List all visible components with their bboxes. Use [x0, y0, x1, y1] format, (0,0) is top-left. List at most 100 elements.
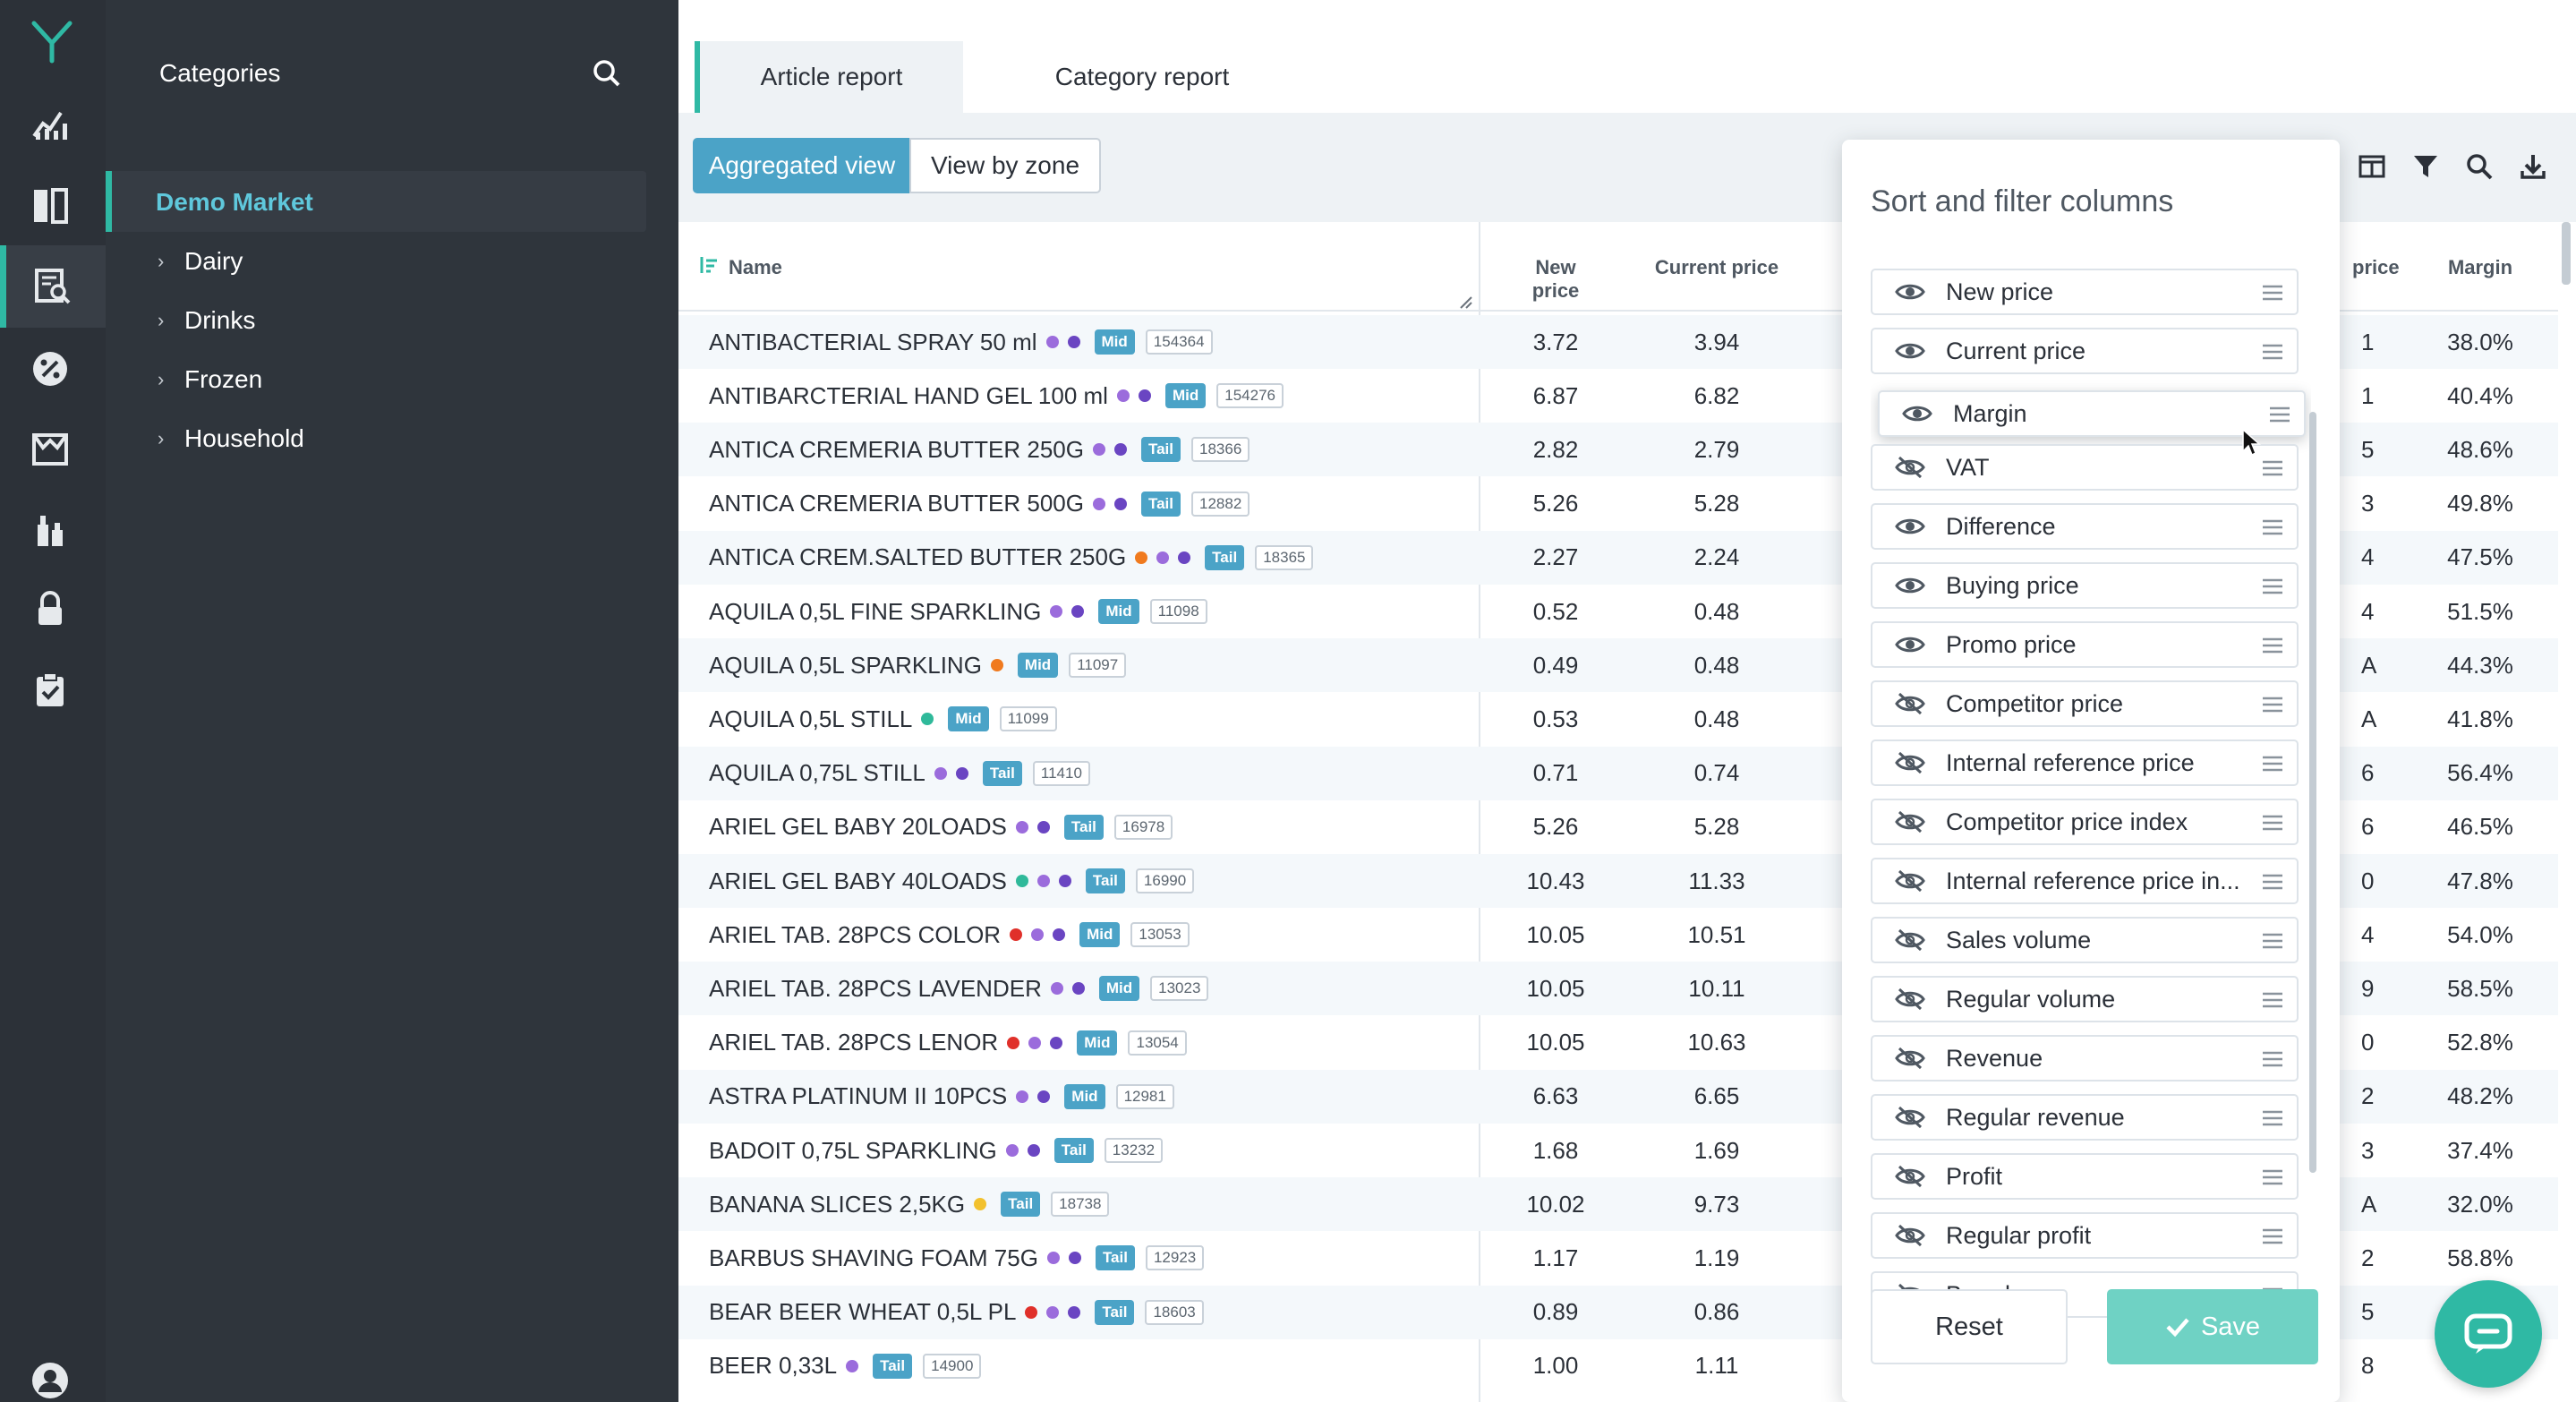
drag-handle-icon[interactable]: [2261, 458, 2284, 478]
report-search-icon[interactable]: [0, 245, 106, 328]
eye-off-icon[interactable]: [1892, 690, 1928, 717]
column-item[interactable]: Difference: [1871, 503, 2299, 550]
column-item[interactable]: Competitor price index: [1871, 799, 2299, 845]
column-item[interactable]: New price: [1871, 269, 2299, 315]
eye-off-icon[interactable]: [1892, 749, 1928, 776]
tier-badge: Tail: [1095, 1245, 1135, 1271]
column-item[interactable]: Buying price: [1871, 562, 2299, 609]
table-row[interactable]: BARBUS SHAVING FOAM 75G Tail 12923 1.17 1.19…: [678, 1231, 2558, 1285]
category-demo-market[interactable]: Demo Market: [106, 171, 646, 232]
column-resize-handle[interactable]: [1459, 295, 1473, 310]
eye-off-icon[interactable]: [1892, 454, 1928, 481]
table-row[interactable]: ARIEL GEL BABY 20LOADS Tail 16978 5.26 5.28 6…: [678, 800, 2558, 854]
column-header-name[interactable]: Name: [729, 256, 782, 278]
drag-handle-icon[interactable]: [2261, 283, 2284, 303]
eye-off-icon[interactable]: [1892, 927, 1928, 953]
filter-icon[interactable]: [2408, 149, 2444, 184]
column-header-margin[interactable]: Margin: [2447, 256, 2513, 278]
analytics-icon[interactable]: [29, 102, 72, 145]
table-row[interactable]: AQUILA 0,5L STILL Mid 11099 0.53 0.48 A 41.8%: [678, 692, 2558, 746]
zone-dot-icon: [1010, 928, 1023, 942]
table-row[interactable]: ANTICA CREMERIA BUTTER 500G Tail 12882 5.26…: [678, 477, 2558, 531]
drag-handle-icon[interactable]: [2261, 1108, 2284, 1128]
column-item[interactable]: Profit: [1871, 1153, 2299, 1200]
column-item[interactable]: Regular revenue: [1871, 1094, 2299, 1141]
eye-off-icon[interactable]: [1892, 1104, 1928, 1131]
eye-off-icon[interactable]: [1892, 986, 1928, 1013]
table-row[interactable]: ARIEL TAB. 28PCS LENOR Mid 13054 10.05 10.63…: [678, 1016, 2558, 1070]
eye-icon[interactable]: [1892, 278, 1928, 305]
eye-off-icon[interactable]: [1892, 1045, 1928, 1072]
table-scrollbar[interactable]: [2562, 222, 2571, 285]
tab-article-report[interactable]: Article report: [695, 41, 963, 113]
column-header-price[interactable]: price: [2352, 256, 2400, 278]
view-by-zone-button[interactable]: View by zone: [909, 138, 1101, 193]
columns-icon[interactable]: [29, 184, 72, 227]
column-item[interactable]: VAT: [1871, 444, 2299, 491]
drag-handle-icon[interactable]: [2261, 342, 2284, 362]
drag-handle-icon[interactable]: [2261, 1167, 2284, 1187]
search-icon[interactable]: [2461, 149, 2497, 184]
tab-category-report[interactable]: Category report: [1054, 63, 1230, 90]
column-item[interactable]: Competitor price: [1871, 680, 2299, 727]
column-item[interactable]: Regular profit: [1871, 1212, 2299, 1259]
table-row[interactable]: BADOIT 0,75L SPARKLING Tail 13232 1.68 1.69 3…: [678, 1124, 2558, 1177]
columns-icon[interactable]: [2354, 149, 2390, 184]
column-item[interactable]: Margin: [1878, 390, 2306, 437]
user-icon[interactable]: [29, 1359, 72, 1402]
eye-icon[interactable]: [1899, 400, 1935, 427]
drag-handle-icon[interactable]: [2261, 990, 2284, 1010]
column-item[interactable]: Promo price: [1871, 621, 2299, 668]
drag-handle-icon[interactable]: [2268, 405, 2291, 424]
store-icon[interactable]: [29, 428, 72, 471]
drag-handle-icon[interactable]: [2261, 1049, 2284, 1069]
eye-off-icon[interactable]: [1892, 1222, 1928, 1249]
column-item-label: Buying price: [1946, 571, 2079, 599]
column-item[interactable]: Internal reference price: [1871, 739, 2299, 786]
discount-icon[interactable]: [29, 347, 72, 390]
eye-icon[interactable]: [1892, 338, 1928, 364]
save-button[interactable]: Save: [2107, 1289, 2318, 1364]
column-header-current-price[interactable]: Current price: [1654, 256, 1779, 278]
column-list-scrollbar[interactable]: [2309, 412, 2316, 1173]
drag-handle-icon[interactable]: [2261, 1227, 2284, 1246]
column-item[interactable]: Current price: [1871, 328, 2299, 374]
eye-icon[interactable]: [1892, 631, 1928, 658]
column-header-new-price[interactable]: New price: [1531, 256, 1580, 302]
drag-handle-icon[interactable]: [2261, 754, 2284, 774]
category-drinks[interactable]: › Drinks: [158, 303, 255, 338]
table-row[interactable]: AQUILA 0,5L FINE SPARKLING Mid 11098 0.52 0.…: [678, 585, 2558, 638]
search-icon[interactable]: [591, 57, 623, 90]
download-icon[interactable]: [2515, 149, 2551, 184]
chat-button[interactable]: [2435, 1280, 2542, 1388]
aggregated-view-button[interactable]: Aggregated view: [693, 138, 911, 193]
sort-icon[interactable]: [698, 254, 720, 276]
category-dairy[interactable]: › Dairy: [158, 244, 243, 279]
eye-off-icon[interactable]: [1892, 808, 1928, 835]
column-item[interactable]: Regular volume: [1871, 976, 2299, 1022]
drag-handle-icon[interactable]: [2261, 517, 2284, 537]
column-item[interactable]: Sales volume: [1871, 917, 2299, 963]
eye-icon[interactable]: [1892, 572, 1928, 599]
drag-handle-icon[interactable]: [2261, 695, 2284, 714]
drag-handle-icon[interactable]: [2261, 931, 2284, 951]
eye-off-icon[interactable]: [1892, 1163, 1928, 1190]
eye-off-icon[interactable]: [1892, 868, 1928, 894]
column-item-label: Regular profit: [1946, 1221, 2092, 1249]
column-item[interactable]: Revenue: [1871, 1035, 2299, 1081]
drag-handle-icon[interactable]: [2261, 577, 2284, 596]
reset-button[interactable]: Reset: [1871, 1289, 2068, 1364]
drag-handle-icon[interactable]: [2261, 813, 2284, 833]
category-frozen[interactable]: › Frozen: [158, 362, 262, 398]
table-row[interactable]: ARIEL TAB. 28PCS COLOR Mid 13053 10.05 10.51…: [678, 908, 2558, 962]
bottles-icon[interactable]: [29, 509, 72, 551]
lock-icon[interactable]: [29, 587, 72, 630]
eye-icon[interactable]: [1892, 513, 1928, 540]
clipboard-check-icon[interactable]: [29, 668, 72, 711]
column-item[interactable]: Internal reference price in...: [1871, 858, 2299, 904]
table-row[interactable]: ANTIBARCTERIAL HAND GEL 100 ml Mid 154276 6…: [678, 369, 2558, 423]
category-household[interactable]: › Household: [158, 421, 304, 457]
drag-handle-icon[interactable]: [2261, 872, 2284, 892]
logo-y-icon[interactable]: [27, 16, 77, 66]
drag-handle-icon[interactable]: [2261, 636, 2284, 655]
